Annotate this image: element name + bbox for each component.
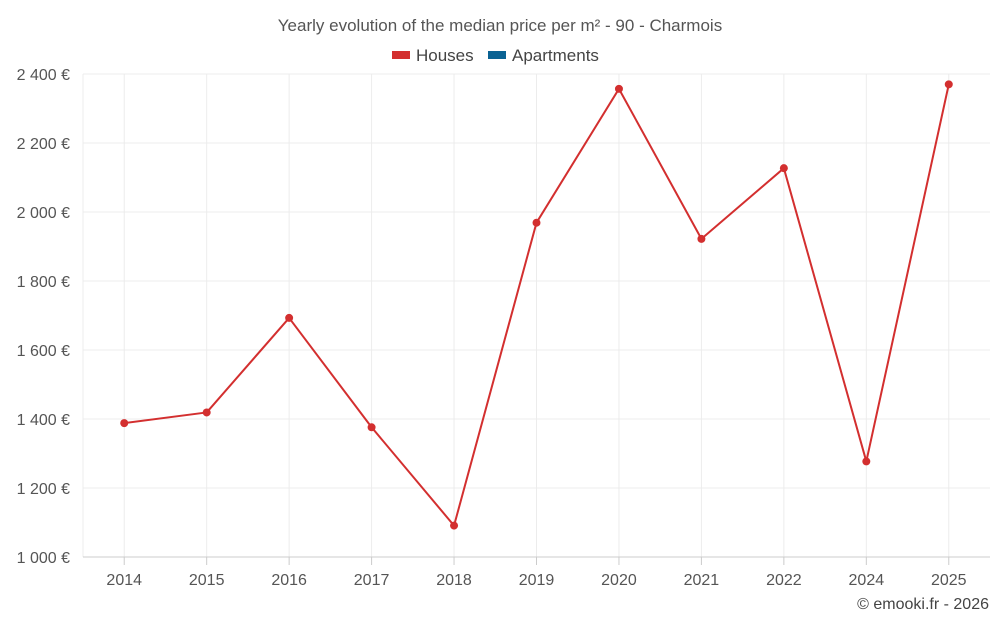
y-tick-label: 2 000 € (17, 205, 70, 222)
data-point[interactable] (779, 164, 788, 173)
grid (82, 73, 990, 557)
y-tick-label: 1 600 € (17, 343, 70, 360)
x-tick-label: 2024 (849, 572, 885, 589)
x-tick-label: 2025 (931, 572, 967, 589)
chart-title: Yearly evolution of the median price per… (278, 16, 722, 35)
data-point[interactable] (202, 408, 211, 417)
legend-item-houses[interactable]: Houses (392, 46, 474, 65)
y-tick-label: 1 200 € (17, 481, 70, 498)
x-tick-label: 2020 (601, 572, 637, 589)
legend: Houses Apartments (392, 46, 599, 65)
y-axis: 1 000 € 1 200 € 1 400 € 1 600 € 1 800 € 2 000… (17, 67, 70, 567)
x-tick-label: 2017 (354, 572, 390, 589)
x-tick-label: 2014 (106, 572, 142, 589)
x-tick-label: 2018 (436, 572, 472, 589)
x-axis: 2014 2015 2016 2017 2018 2019 2020 2021 2022 2024… (83, 556, 990, 589)
data-point[interactable] (697, 234, 706, 243)
data-point[interactable] (862, 457, 871, 466)
legend-label-houses: Houses (416, 46, 474, 65)
y-tick-label: 2 400 € (17, 67, 70, 84)
y-tick-label: 1 400 € (17, 412, 70, 429)
data-point[interactable] (614, 84, 623, 93)
legend-item-apartments[interactable]: Apartments (488, 46, 599, 65)
legend-swatch-apartments (488, 51, 506, 59)
x-tick-label: 2015 (189, 572, 225, 589)
x-tick-label: 2016 (271, 572, 307, 589)
data-point[interactable] (285, 313, 294, 322)
y-tick-label: 1 800 € (17, 274, 70, 291)
data-point[interactable] (120, 419, 129, 428)
data-point[interactable] (944, 80, 953, 89)
series-houses (120, 80, 953, 530)
data-point[interactable] (367, 423, 376, 432)
x-tick-label: 2019 (519, 572, 555, 589)
credit-text: © emooki.fr - 2026 (857, 596, 989, 613)
data-point[interactable] (532, 218, 541, 227)
legend-swatch-houses (392, 51, 410, 59)
x-tick-label: 2021 (684, 572, 720, 589)
x-tick-label: 2022 (766, 572, 802, 589)
data-point[interactable] (450, 521, 459, 530)
y-tick-label: 2 200 € (17, 136, 70, 153)
y-tick-label: 1 000 € (17, 550, 70, 567)
legend-label-apartments: Apartments (512, 46, 599, 65)
